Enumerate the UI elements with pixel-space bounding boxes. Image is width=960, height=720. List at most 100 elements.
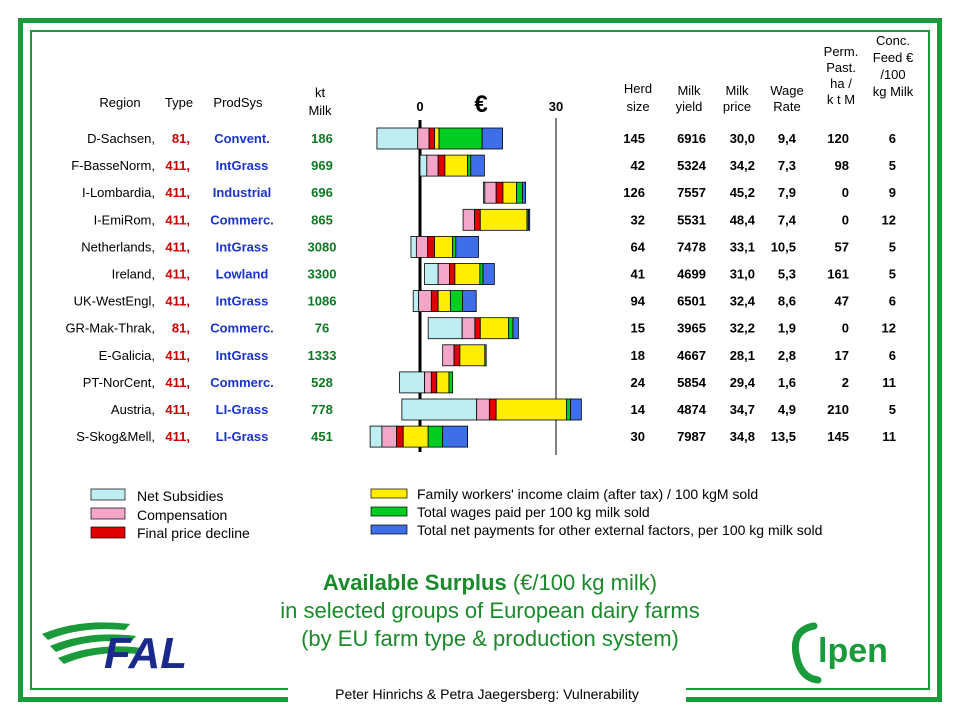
bar-segment-compensation <box>424 371 432 394</box>
row-herd-size-value: 145 <box>623 131 645 146</box>
elpen-logo-text: lpen <box>818 632 888 670</box>
data-row: Ireland, 411, Lowland 3300 41 4699 31,0 5,3 161 5 <box>112 263 896 285</box>
bar-segment-wages <box>448 371 454 394</box>
row-prodsys-label: IntGrass <box>216 158 269 173</box>
bar-segment-net-subsidies <box>410 235 417 258</box>
row-prodsys-label: LI-Grass <box>216 402 269 417</box>
header-conc-1: Conc. <box>876 33 910 48</box>
bar-segment-family-workers <box>454 263 481 285</box>
row-milk-yield-value: 4667 <box>677 348 706 363</box>
row-region-label: I-Lombardia, <box>82 185 155 200</box>
bar-segment-family-workers <box>434 127 440 150</box>
header-type: Type <box>165 95 193 110</box>
row-type-label: 411, <box>165 185 190 200</box>
row-milk-price-value: 30,0 <box>730 131 755 146</box>
row-perm-pasture-value: 17 <box>835 348 849 363</box>
bar-segment-other-external <box>442 425 468 448</box>
row-milk-yield-value: 7987 <box>677 429 706 444</box>
row-perm-pasture-value: 145 <box>827 429 849 444</box>
bar-segment-wages <box>467 154 472 177</box>
row-region-label: GR-Mak-Thrak, <box>65 321 155 336</box>
row-herd-size-value: 18 <box>631 348 645 363</box>
bar-segment-net-subsidies <box>424 263 439 285</box>
row-milk-yield-value: 6916 <box>677 131 706 146</box>
bar-segment-family-workers <box>402 425 429 448</box>
row-milk-yield-value: 5854 <box>677 375 707 390</box>
x-tick-30: 30 <box>549 99 563 114</box>
bar-segment-wages <box>452 235 457 258</box>
row-prodsys-label: Commerc. <box>210 212 274 227</box>
row-prodsys-label: Convent. <box>214 131 270 146</box>
row-kt-milk-value: 451 <box>311 429 333 444</box>
header-herd-2: size <box>626 99 649 114</box>
row-type-label: 411, <box>165 239 190 254</box>
row-kt-milk-value: 3080 <box>308 239 337 254</box>
row-prodsys-label: Industrial <box>213 185 272 200</box>
row-type-label: 81, <box>172 321 190 336</box>
row-perm-pasture-value: 0 <box>842 185 849 200</box>
row-kt-milk-value: 528 <box>311 375 333 390</box>
bar-segment-final-price-decline <box>437 154 446 177</box>
bar-segment-wages <box>427 425 444 448</box>
bar-segment-other-external <box>522 181 527 204</box>
row-conc-feed-value: 6 <box>889 294 896 309</box>
data-row: S-Skog&Mell, 411, LI-Grass 451 30 7987 34,8 13,… <box>76 425 896 448</box>
bar-segment-other-external <box>570 398 582 421</box>
data-row: UK-WestEngl, 411, IntGrass 1086 94 6501 32,4 8,… <box>74 290 896 313</box>
row-prodsys-label: Commerc. <box>210 321 274 336</box>
bar-segment-other-external <box>482 263 495 285</box>
legend-label-compensation: Compensation <box>137 507 227 523</box>
row-wage-rate-value: 13,5 <box>771 429 796 444</box>
bar-segment-compensation <box>417 127 430 150</box>
row-milk-price-value: 33,1 <box>730 239 755 254</box>
header-yield-2: yield <box>676 99 703 114</box>
bar-segment-final-price-decline <box>474 317 481 340</box>
bar-segment-compensation <box>381 425 397 448</box>
row-milk-yield-value: 5531 <box>677 212 706 227</box>
bar-segment-final-price-decline <box>473 208 481 231</box>
row-region-label: I-EmiRom, <box>94 212 155 227</box>
bar-segment-wages <box>484 344 487 367</box>
bar-segment-compensation <box>426 154 439 177</box>
row-conc-feed-value: 12 <box>882 212 896 227</box>
row-herd-size-value: 24 <box>631 375 646 390</box>
footer-gap <box>288 682 686 712</box>
title-line-1: Available Surplus (€/100 kg milk) <box>180 570 800 596</box>
row-milk-yield-value: 7557 <box>677 185 706 200</box>
row-perm-pasture-value: 57 <box>835 239 849 254</box>
bar-segment-final-price-decline <box>427 235 435 258</box>
row-kt-milk-value: 969 <box>311 158 333 173</box>
footer-credit: Peter Hinrichs & Petra Jaegersberg: Vuln… <box>335 686 639 702</box>
row-region-label: Austria, <box>111 402 155 417</box>
row-wage-rate-value: 5,3 <box>778 267 796 282</box>
legend-label-final-price-decline: Final price decline <box>137 525 250 541</box>
bar-segment-family-workers <box>495 398 567 421</box>
bar-segment-other-external <box>470 154 485 177</box>
x-tick-0: 0 <box>416 99 423 114</box>
row-kt-milk-value: 1333 <box>308 348 337 363</box>
row-wage-rate-value: 4,9 <box>778 402 796 417</box>
title-bold: Available Surplus <box>322 570 507 595</box>
bar-segment-final-price-decline <box>428 127 435 150</box>
data-row: I-EmiRom, 411, Commerc. 865 32 5531 48,4 7,4 0 12 <box>94 208 896 231</box>
row-region-label: S-Skog&Mell, <box>76 429 155 444</box>
bar-segment-compensation <box>462 208 475 231</box>
legend-swatch-net-subsidies <box>90 488 126 501</box>
header-price-2: price <box>723 99 751 114</box>
bar-segment-compensation <box>476 398 490 421</box>
row-type-label: 411, <box>165 402 190 417</box>
title-block: Available Surplus (€/100 kg milk) in sel… <box>180 570 800 652</box>
legend: Net Subsidies Compensation Final price d… <box>90 486 822 541</box>
bar-segment-wages <box>516 181 523 204</box>
row-conc-feed-value: 6 <box>889 348 896 363</box>
data-row: D-Sachsen, 81, Convent. 186 145 6916 30,0 9,4 12… <box>87 127 896 150</box>
bar-segment-final-price-decline <box>430 290 439 313</box>
bar-segment-net-subsidies <box>412 290 420 313</box>
data-row: PT-NorCent, 411, Commerc. 528 24 5854 29,4 1,6 2… <box>83 371 896 394</box>
bar-segment-family-workers <box>444 154 468 177</box>
row-type-label: 411, <box>165 212 190 227</box>
bar-segment-family-workers <box>436 371 450 394</box>
bar-segment-wages <box>479 263 484 285</box>
row-wage-rate-value: 1,6 <box>778 375 796 390</box>
header-herd-1: Herd <box>624 81 652 96</box>
